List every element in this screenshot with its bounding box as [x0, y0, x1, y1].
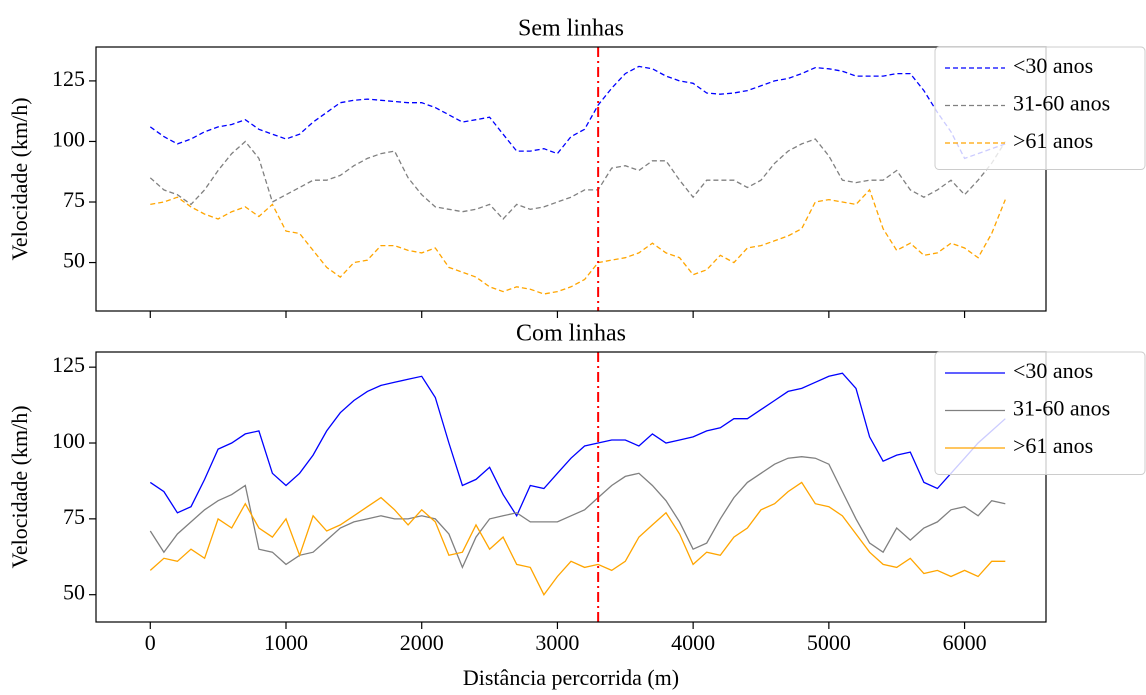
legend-label: <30 anos	[1013, 358, 1093, 383]
y-tick-label: 125	[52, 352, 85, 377]
series-line	[149, 138, 1006, 220]
y-tick-label: 75	[63, 504, 85, 529]
axes-frame	[95, 46, 1047, 312]
legend-label: 31-60 anos	[1013, 396, 1110, 421]
legend-label: 31-60 anos	[1013, 91, 1110, 116]
y-axis-label: Velocidade (km/h)	[7, 97, 32, 260]
y-tick-label: 75	[63, 187, 85, 212]
y-tick-label: 125	[52, 66, 85, 91]
series-line	[150, 188, 1006, 295]
plot-area	[149, 65, 1006, 295]
legend-label: <30 anos	[1013, 53, 1093, 78]
x-tick-label: 1000	[264, 630, 308, 655]
y-tick-label: 50	[63, 580, 85, 605]
plot-area	[149, 372, 1006, 596]
legend-label: >61 anos	[1013, 128, 1093, 153]
series-line	[149, 372, 1006, 518]
legend-label: >61 anos	[1013, 433, 1093, 458]
legend-box	[934, 351, 1146, 475]
x-tick-label: 5000	[807, 630, 851, 655]
x-tick-label: 0	[145, 630, 156, 655]
y-tick-label: 100	[52, 127, 85, 152]
y-axis-label: Velocidade (km/h)	[7, 405, 32, 568]
y-tick-label: 50	[63, 248, 85, 273]
axes-frame	[95, 351, 1047, 623]
legend-box	[934, 46, 1146, 170]
chart-title: Com linhas	[516, 321, 626, 347]
y-tick-label: 100	[52, 428, 85, 453]
x-tick-label: 6000	[943, 630, 987, 655]
chart-title: Sem linhas	[518, 16, 624, 42]
x-tick-label: 3000	[535, 630, 579, 655]
series-line	[149, 481, 1006, 596]
x-tick-label: 4000	[671, 630, 715, 655]
series-line	[149, 456, 1006, 570]
x-axis-label: Distância percorrida (m)	[463, 665, 679, 690]
series-line	[149, 65, 1006, 160]
x-tick-label: 2000	[400, 630, 444, 655]
